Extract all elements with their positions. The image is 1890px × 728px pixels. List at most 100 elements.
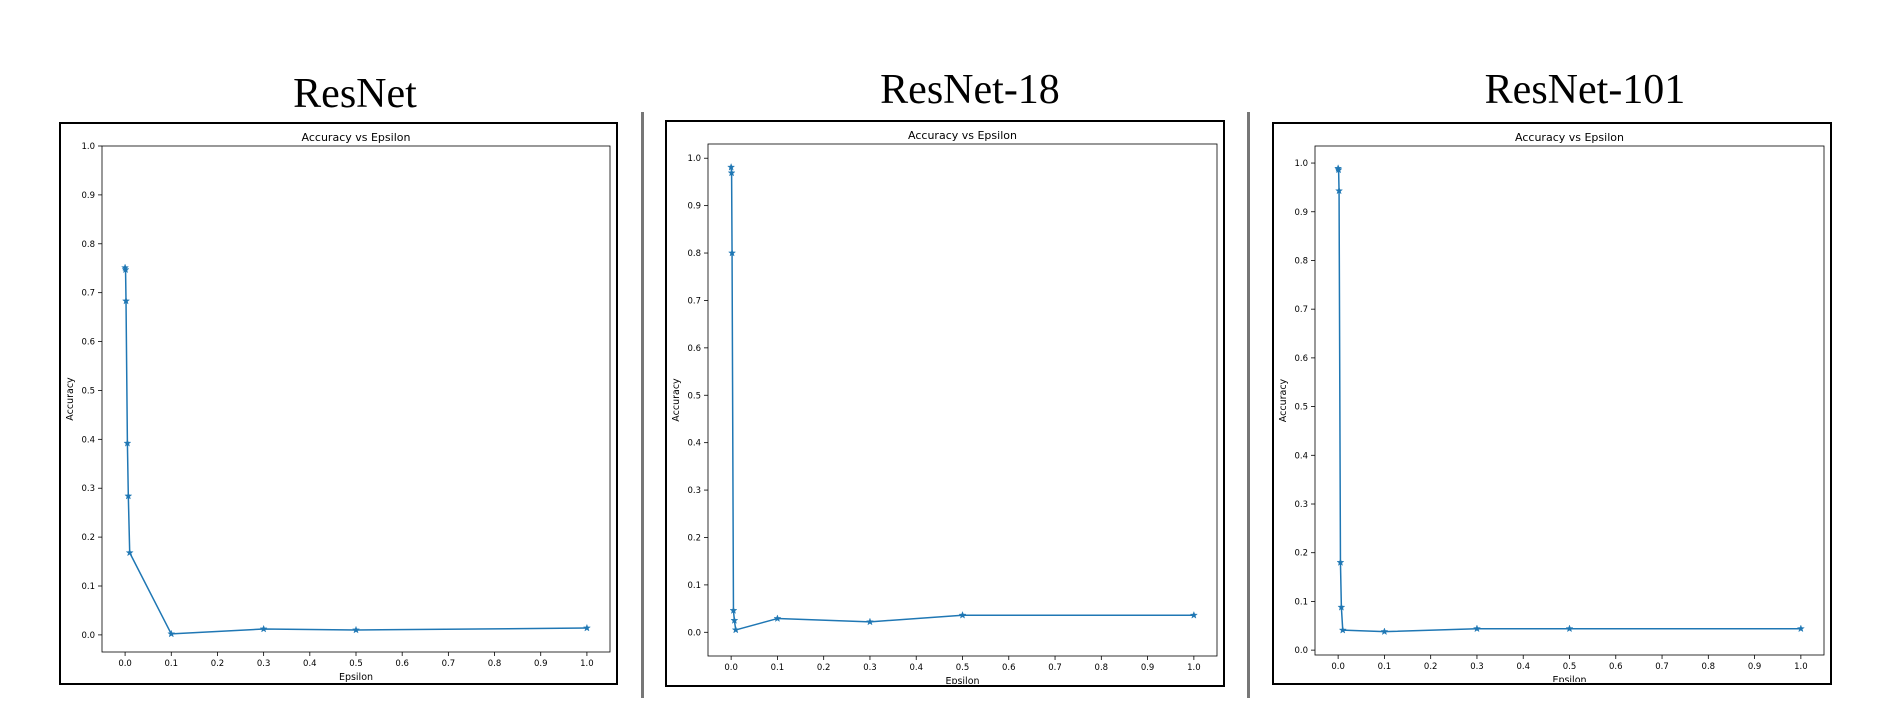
y-tick-label: 0.3 [687,486,701,496]
data-point [727,163,736,171]
data-point [352,625,360,634]
x-tick-label: 0.9 [1748,662,1762,672]
x-axis-label: Epsilon [1552,675,1586,682]
y-tick-label: 0.0 [81,631,95,641]
y-tick-label: 0.6 [81,338,95,348]
y-axis-label: Accuracy [65,377,76,421]
y-tick-label: 0.0 [1294,646,1308,656]
chart-title: Accuracy vs Epsilon [302,131,411,144]
x-tick-label: 0.3 [257,659,271,669]
data-point [1189,611,1198,619]
panel-heading-resnet-101: ResNet-101 [1484,67,1686,113]
x-tick-label: 0.1 [1378,662,1392,672]
y-tick-label: 0.9 [81,191,95,201]
x-tick-label: 0.9 [1141,663,1155,673]
y-tick-label: 0.1 [81,582,95,592]
data-point [1337,603,1346,611]
y-tick-label: 0.1 [1294,597,1308,607]
chart-frame-resnet: Accuracy vs Epsilon 0.0 0.1 0.2 0.3 0.4 0.5 0.6… [59,122,618,685]
x-tick-label: 0.5 [349,659,363,669]
chart-resnet-101: Accuracy vs Epsilon 0.0 0.1 0.2 0.3 0.4 0.5 0.6… [1278,131,1825,686]
x-tick-label: 0.0 [1331,662,1345,672]
x-tick-label: 0.7 [1048,663,1062,673]
data-point [1334,165,1343,174]
y-tick-label: 1.0 [687,154,701,164]
x-tick-label: 0.2 [817,663,831,673]
y-tick-label: 1.0 [1294,159,1308,169]
series-line [1337,168,1801,633]
y-tick-label: 0.3 [81,484,95,494]
y-tick-label: 0.4 [687,439,701,449]
x-axis-label: Epsilon [945,676,979,684]
x-tick-label: 0.1 [165,659,179,669]
x-tick-label: 0.3 [863,663,877,673]
plot-area [101,145,611,653]
data-point [1796,624,1805,633]
data-point [730,616,739,624]
y-tick-label: 0.5 [687,391,701,401]
x-tick-label: 1.0 [1794,662,1808,672]
data-point [123,439,132,447]
chart-title: Accuracy vs Epsilon [1515,131,1624,144]
y-tick-label: 0.4 [81,435,95,445]
y-tick-label: 0.2 [687,533,701,543]
data-point [1472,624,1481,633]
data-point [582,623,591,632]
data-point [1380,627,1389,635]
series-line [124,267,587,635]
y-tick-label: 0.6 [1294,354,1308,364]
chart-frame-resnet-101: Accuracy vs Epsilon 0.0 0.1 0.2 0.3 0.4 0.5 0.6… [1272,122,1832,686]
x-tick-label: 0.0 [118,659,132,669]
x-tick-label: 0.5 [956,663,970,673]
data-point [731,625,740,634]
chart-resnet-18: Accuracy vs Epsilon 0.0 0.1 0.2 0.3 0.4 0.5 0.6… [671,129,1218,687]
data-point [1338,625,1347,634]
plot-area [707,143,1218,657]
x-tick-label: 0.8 [1702,662,1716,672]
data-point [958,611,967,619]
y-tick-label: 0.9 [1294,208,1308,218]
panel-heading-resnet: ResNet [293,71,417,117]
x-tick-label: 0.5 [1563,662,1577,672]
y-tick-label: 0.7 [1294,305,1308,315]
y-tick-label: 0.4 [1294,451,1308,461]
x-tick-label: 1.0 [580,659,594,669]
data-point [1336,558,1345,566]
panel-divider [641,112,644,698]
y-tick-label: 0.1 [687,581,701,591]
x-tick-label: 0.7 [442,659,456,669]
x-tick-label: 0.0 [724,663,738,673]
x-tick-label: 0.8 [488,659,502,669]
x-tick-label: 0.2 [1424,662,1438,672]
y-tick-label: 0.2 [81,533,95,543]
y-tick-label: 0.7 [81,289,95,299]
x-tick-label: 0.4 [1516,662,1530,672]
x-tick-label: 0.8 [1095,663,1109,673]
data-point [865,617,874,626]
y-tick-label: 0.6 [687,344,701,354]
data-point [122,296,130,305]
chart-resnet: Accuracy vs Epsilon 0.0 0.1 0.2 0.3 0.4 0.5 0.6… [65,131,611,683]
data-point [167,629,176,638]
chart-frame-resnet-18: Accuracy vs Epsilon 0.0 0.1 0.2 0.3 0.4 0.5 0.6… [665,120,1225,687]
y-tick-label: 0.3 [1294,500,1308,510]
data-point [1565,624,1574,633]
x-axis-label: Epsilon [339,672,373,682]
series-line [730,167,1194,631]
x-tick-label: 0.7 [1655,662,1669,672]
y-tick-label: 0.8 [1294,256,1308,266]
plot-area [1314,145,1825,656]
x-tick-label: 0.9 [534,659,548,669]
y-tick-label: 0.8 [687,249,701,259]
y-tick-label: 0.0 [687,628,701,638]
y-tick-label: 0.8 [81,240,95,250]
y-tick-label: 0.5 [1294,403,1308,413]
data-point [728,248,737,257]
data-point [124,491,133,500]
data-point [727,168,736,177]
x-tick-label: 0.3 [1470,662,1484,672]
y-tick-label: 0.5 [81,386,95,396]
data-point [259,624,268,633]
x-tick-label: 0.4 [909,663,923,673]
x-tick-label: 1.0 [1187,663,1201,673]
